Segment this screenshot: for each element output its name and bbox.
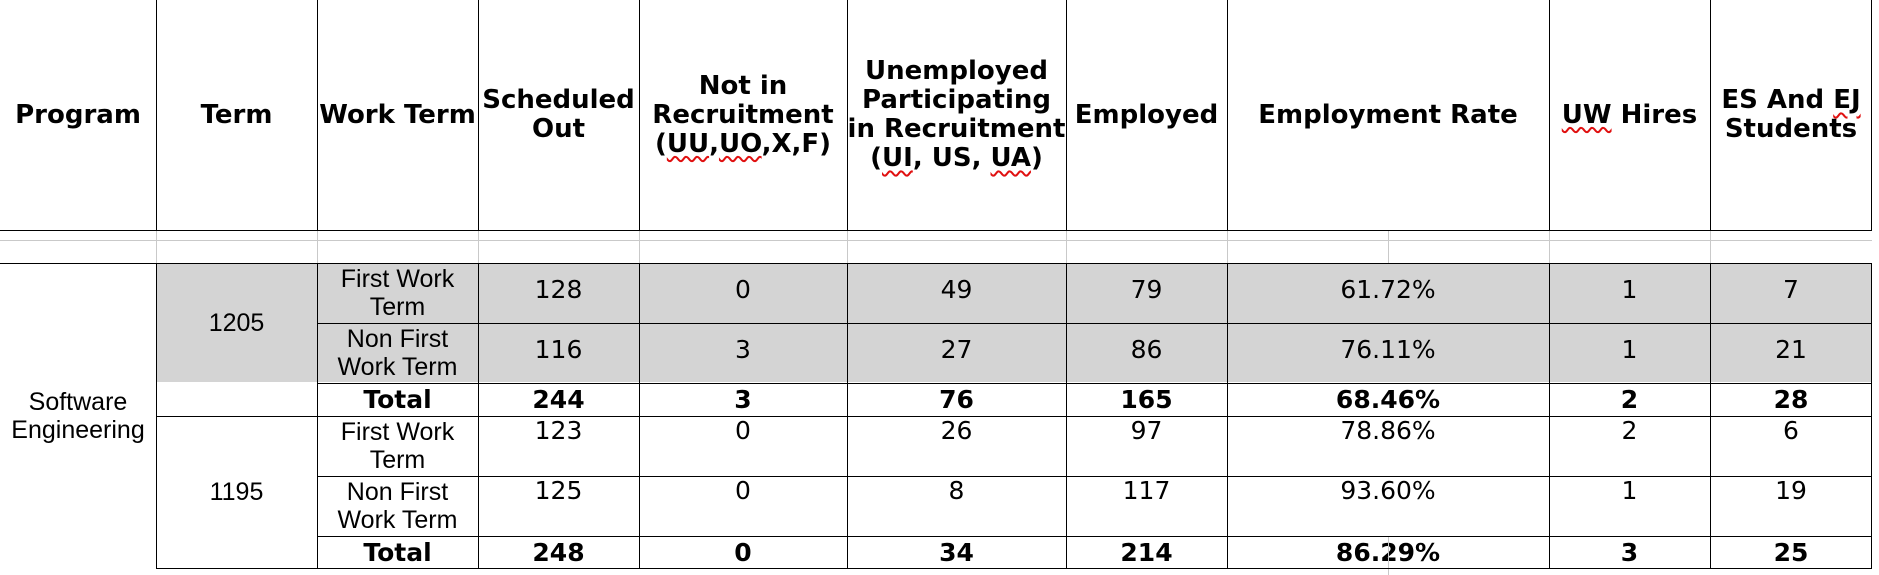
total-employment-rate: 86.29%	[1335, 537, 1441, 567]
not-in-recruitment-value: 3	[735, 335, 751, 364]
header-term: Term	[200, 99, 273, 130]
header-work-term: Work Term	[319, 99, 476, 130]
work-term-label: First Work Term	[340, 265, 455, 321]
scheduled-out-value: 123	[534, 416, 583, 445]
scheduled-out-value: 128	[534, 275, 583, 304]
employed-value: 97	[1130, 416, 1163, 445]
unemployed-value: 49	[940, 275, 973, 304]
employment-rate-value: 61.72%	[1340, 275, 1436, 304]
not-in-recruitment-value: 0	[735, 416, 751, 445]
work-term-label: Non First Work Term	[337, 325, 458, 381]
total-scheduled-out: 248	[532, 537, 585, 567]
total-unemployed: 34	[939, 537, 974, 567]
unemployed-value: 27	[940, 335, 973, 364]
total-label: Total	[363, 385, 432, 414]
unemployed-value: 26	[940, 416, 973, 445]
employed-value: 79	[1130, 275, 1163, 304]
scheduled-out-value: 116	[534, 335, 583, 364]
header-not-in-recruitment: Not in Recruitment (UU,UO,X,F)	[652, 70, 834, 159]
header-employed: Employed	[1074, 99, 1219, 130]
work-term-label: First Work Term	[340, 418, 455, 474]
employment-rate-value: 93.60%	[1340, 476, 1436, 505]
not-in-recruitment-value: 0	[735, 476, 751, 505]
scheduled-out-value: 125	[534, 476, 583, 505]
es-ej-students-value: 7	[1783, 275, 1799, 304]
total-uw-hires: 2	[1620, 385, 1639, 414]
es-ej-students-value: 19	[1775, 476, 1807, 505]
header-scheduled-out: Scheduled Out	[482, 85, 635, 144]
total-not-in-recruitment: 3	[734, 385, 752, 414]
term-1205-label: 1205	[208, 308, 265, 337]
uw-hires-value: 1	[1621, 335, 1638, 364]
total-uw-hires: 3	[1620, 537, 1639, 567]
program-label: Software Engineering	[11, 387, 145, 444]
header-es-ej-students: ES And EJ Students	[1721, 85, 1861, 144]
employed-value: 86	[1130, 335, 1163, 364]
work-term-label: Non First Work Term	[337, 478, 458, 534]
header-program: Program	[15, 99, 141, 130]
total-employed: 165	[1120, 385, 1173, 414]
employment-rate-value: 78.86%	[1340, 416, 1436, 445]
es-ej-students-value: 6	[1783, 416, 1799, 445]
total-employed: 214	[1120, 537, 1173, 567]
total-es-ej-students: 25	[1773, 537, 1809, 567]
term-1195-label: 1195	[209, 478, 264, 506]
total-unemployed: 76	[939, 385, 974, 414]
term-1205-highlight	[156, 263, 1872, 382]
employment-rate-value: 76.11%	[1340, 335, 1436, 364]
total-employment-rate: 68.46%	[1335, 385, 1441, 414]
uw-hires-value: 1	[1621, 275, 1638, 304]
total-scheduled-out: 244	[532, 385, 585, 414]
header-uw-hires: UW Hires	[1561, 99, 1698, 130]
not-in-recruitment-value: 0	[735, 275, 751, 304]
uw-hires-value: 2	[1621, 416, 1638, 445]
uw-hires-value: 1	[1621, 476, 1638, 505]
total-label: Total	[363, 537, 432, 567]
unemployed-value: 8	[948, 476, 965, 505]
total-es-ej-students: 28	[1773, 385, 1809, 414]
employed-value: 117	[1122, 476, 1171, 505]
total-not-in-recruitment: 0	[734, 537, 752, 567]
es-ej-students-value: 21	[1775, 335, 1807, 364]
header-unemployed-participating: Unemployed Participating in Recruitment (UI…	[847, 56, 1066, 173]
header-employment-rate: Employment Rate	[1258, 99, 1518, 130]
